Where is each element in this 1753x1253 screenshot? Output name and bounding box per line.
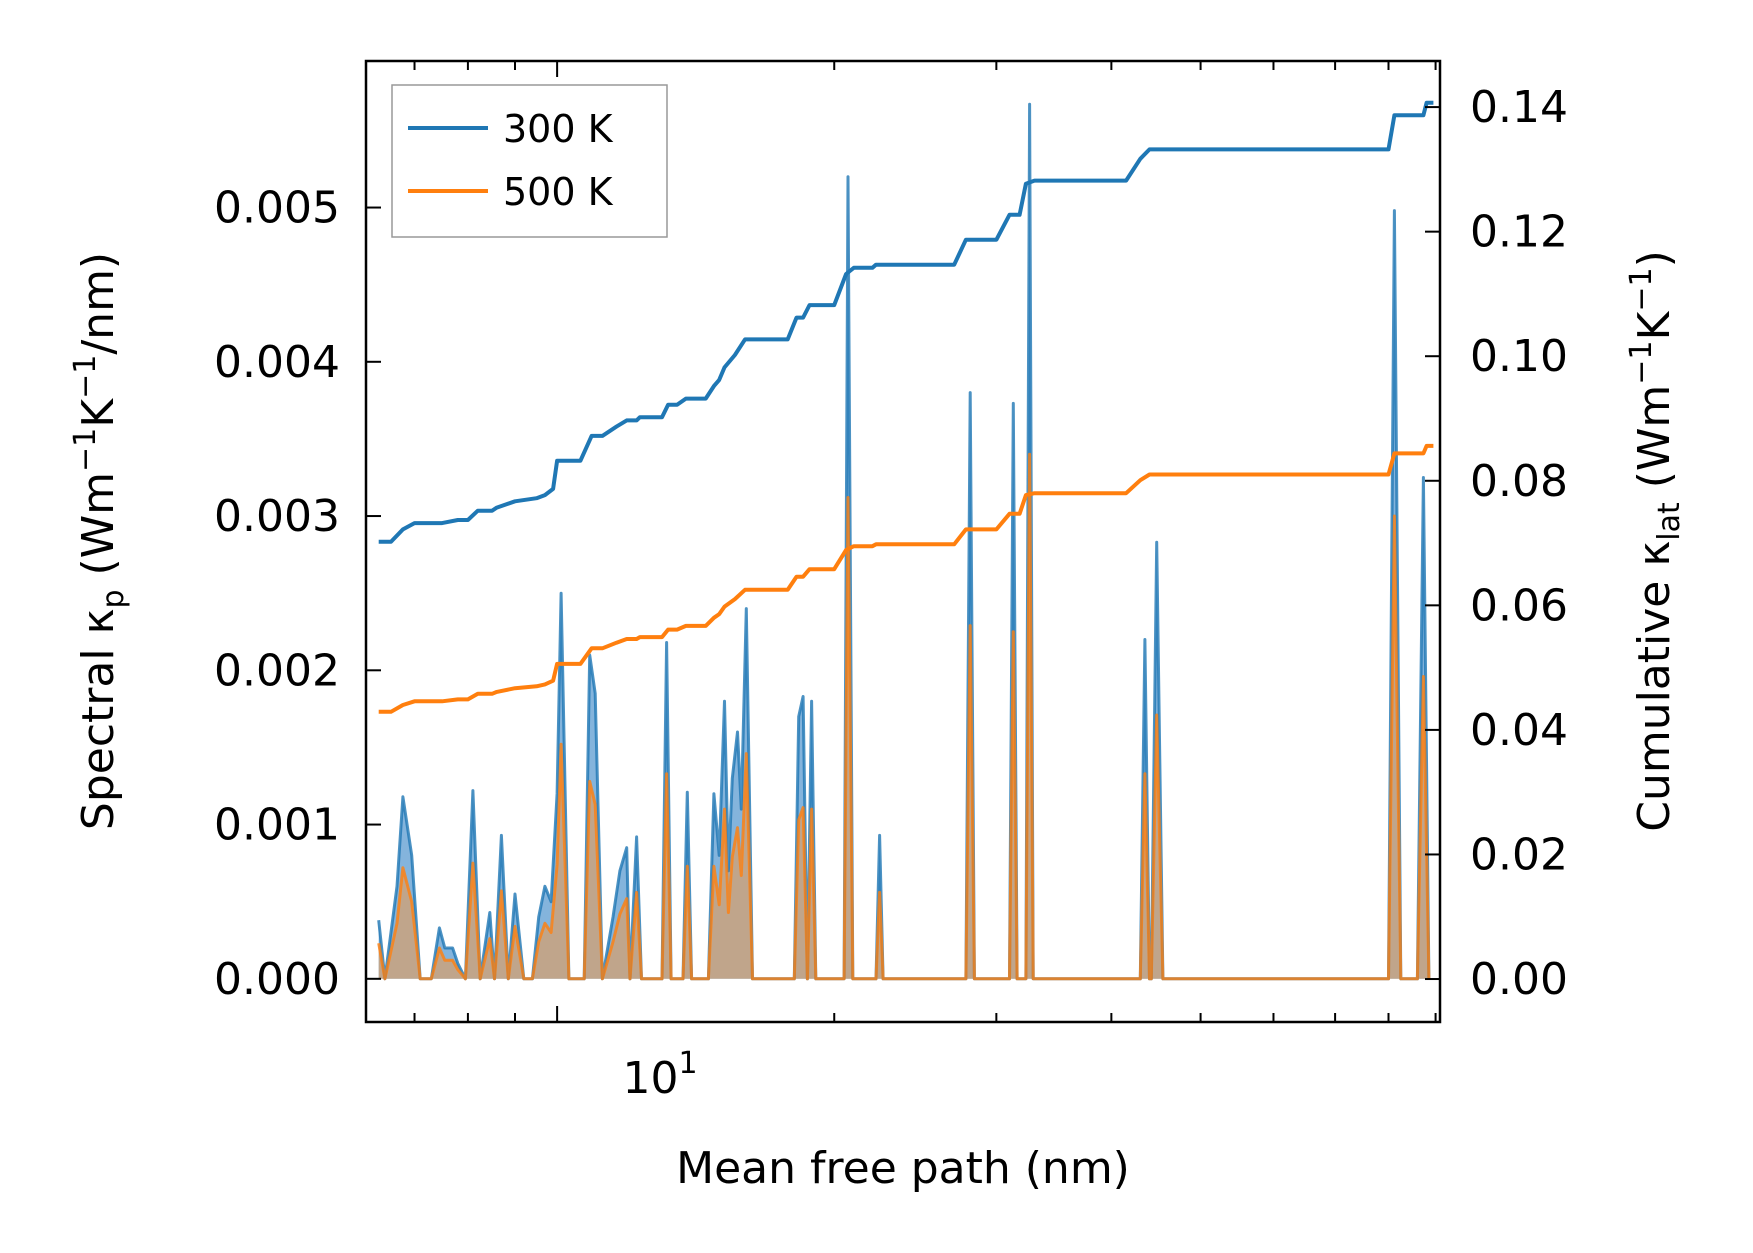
y-left-tick-label: 0.005 (214, 183, 340, 234)
y-left-tick-label: 0.004 (214, 337, 340, 388)
y-right-tick-label: 0.04 (1470, 705, 1568, 756)
y-left-title-mid: K (73, 398, 124, 428)
y-right-title-sub: lat (1652, 502, 1687, 541)
y-right-tick-label: 0.14 (1470, 82, 1568, 133)
y-left-title-sup2: −1 (68, 355, 103, 399)
y-left-tick-label: 0.001 (214, 800, 340, 851)
y-right-title-tail: ) (1629, 250, 1680, 267)
y-right-axis-title: Cumulative κlat (Wm−1K−1) (1624, 250, 1687, 832)
y-left-title-tail: /nm) (73, 252, 124, 355)
y-right-tick-label: 0.00 (1470, 954, 1568, 1005)
legend-box (391, 84, 668, 238)
legend-label-500k: 500 K (503, 170, 614, 214)
x-tick-label-10: 101 (622, 1046, 697, 1104)
y-right-tick-label: 0.12 (1470, 207, 1568, 258)
y-left-title-sup1: −1 (68, 428, 103, 472)
legend-label-300k: 300 K (503, 107, 614, 151)
y-left-tick-label: 0.003 (214, 491, 340, 542)
y-right-tick-label: 0.10 (1470, 331, 1568, 382)
y-right-title-unit: (Wm (1629, 385, 1680, 503)
y-left-tick-label: 0.000 (214, 954, 340, 1005)
y-right-tick-label: 0.06 (1470, 580, 1568, 631)
y-right-title-sup2: −1 (1624, 267, 1659, 311)
spectral-line-500k (377, 452, 1431, 981)
y-left-title-unit: (Wm (73, 472, 124, 590)
x-tick-base: 10 (622, 1053, 678, 1104)
y-right-tick-label: 0.08 (1470, 456, 1568, 507)
x-axis-title: Mean free path (nm) (676, 1143, 1130, 1194)
x-tick-exp: 1 (678, 1046, 697, 1081)
y-right-title-mid: K (1629, 310, 1680, 340)
y-left-axis-title: Spectral κp (Wm−1K−1/nm) (68, 252, 131, 830)
y-right-tick-label: 0.02 (1470, 829, 1568, 880)
y-left-title-main: Spectral κ (73, 609, 124, 831)
y-left-title-sub: p (96, 589, 131, 608)
cumulative-line-300k (378, 100, 1434, 544)
y-left-tick-label: 0.002 (214, 645, 340, 696)
series-lines (377, 100, 1434, 981)
y-right-title-sup1: −1 (1624, 340, 1659, 384)
axis-ticks: 0.000 0.001 0.002 0.003 0.004 0.005 0.00 0.02 0.… (214, 61, 1568, 1022)
legend: 300 K 500 K (391, 84, 668, 238)
y-right-title-main: Cumulative κ (1629, 541, 1680, 832)
plot-frame (364, 59, 1442, 1024)
cumulative-line-500k (378, 443, 1434, 714)
